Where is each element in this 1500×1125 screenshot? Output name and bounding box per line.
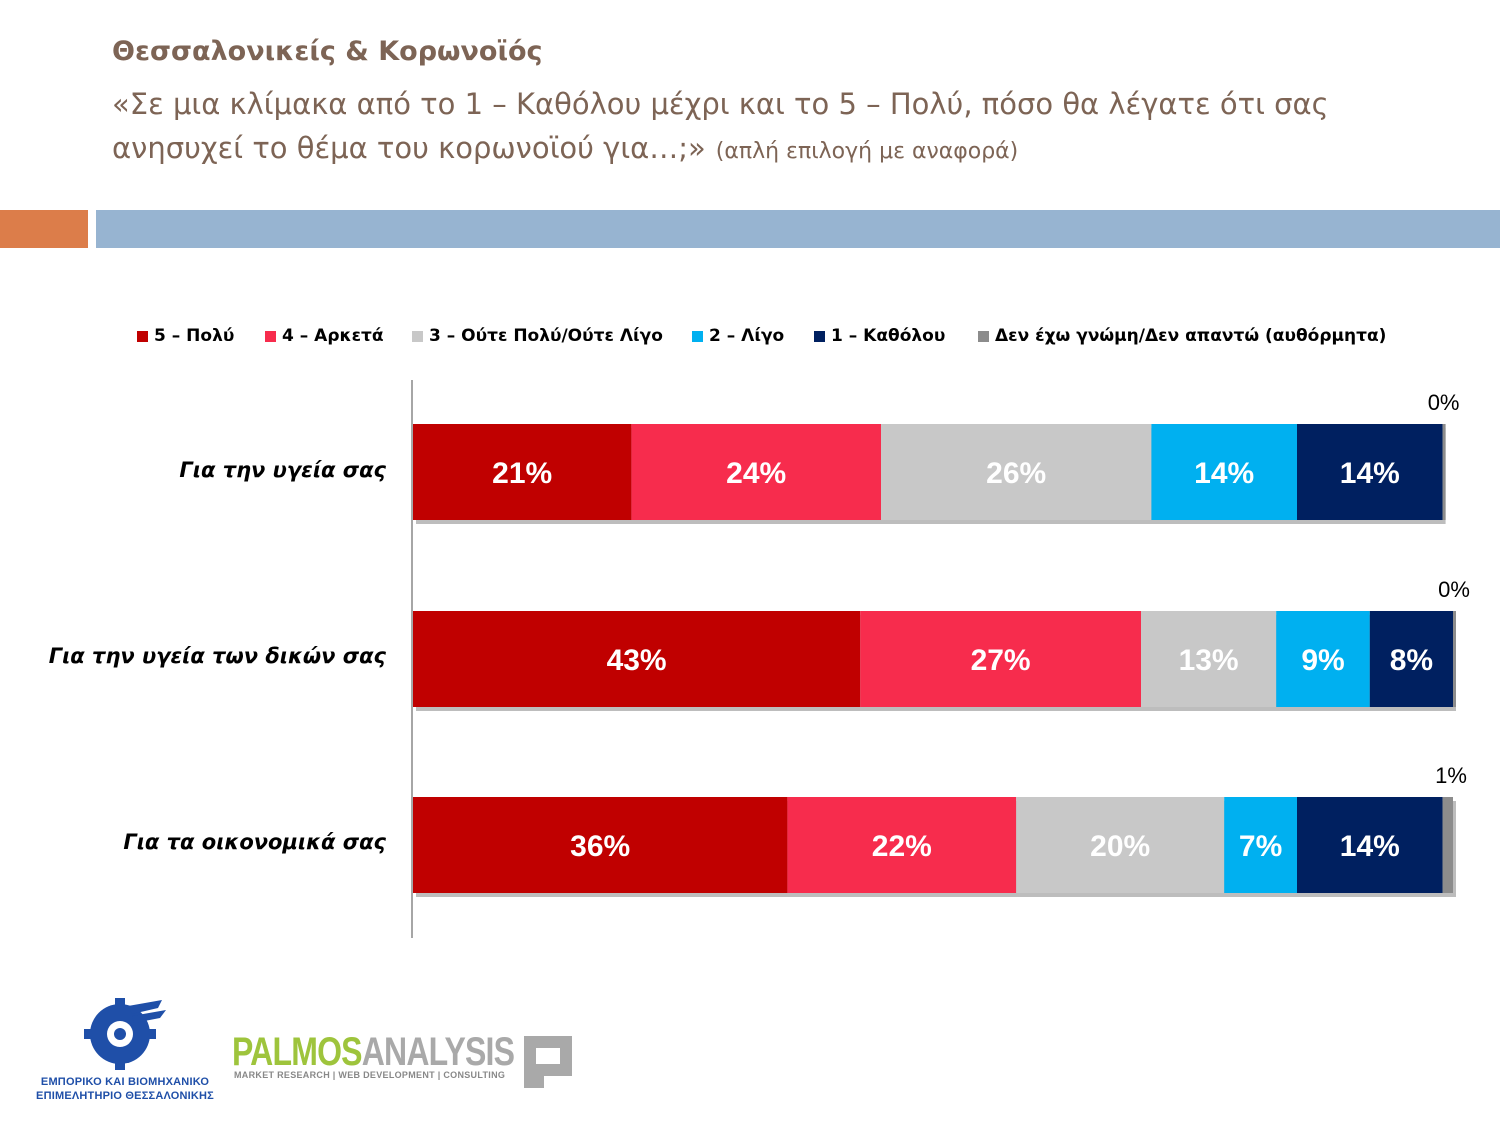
bar-segment (1297, 424, 1443, 520)
chamber-name-line1: ΕΜΠΟΡΙΚΟ ΚΑΙ ΒΙΟΜΗΧΑΝΙΚΟ (40, 1076, 210, 1088)
bar-segment (1297, 797, 1443, 893)
legend-label: 2 – Λίγο (709, 326, 785, 346)
bar-segment (1224, 797, 1297, 893)
legend-swatch (265, 330, 276, 342)
bar-segment (1276, 611, 1370, 707)
palmos-tagline: MARKET RESEARCH | WEB DEVELOPMENT | CONS… (234, 1070, 506, 1080)
data-label: 14% (1340, 830, 1400, 863)
bar-segment (1453, 611, 1456, 707)
legend-item-3: 3 – Ούτε Πολύ/Ούτε Λίγο (412, 326, 663, 346)
bar-segment (881, 424, 1152, 520)
legend-item-dk: Δεν έχω γνώμη/Δεν απαντώ (αυθόρμητα) (978, 326, 1386, 346)
palmos-word: PALMOS (232, 1030, 363, 1074)
data-label: 0% (1428, 390, 1460, 415)
bar-segment (1016, 797, 1225, 893)
data-label: 24% (726, 457, 786, 490)
legend-swatch (978, 330, 989, 342)
bar-segment (787, 797, 1017, 893)
legend-swatch (814, 330, 825, 342)
legend-swatch (692, 330, 703, 342)
legend-item-2: 2 – Λίγο (692, 326, 784, 346)
bar-segment (1151, 424, 1297, 520)
data-label: 43% (607, 644, 667, 677)
bar-segment (413, 797, 788, 893)
data-label: 8% (1390, 644, 1433, 677)
accent-bar-blue (96, 210, 1500, 248)
legend-label: 1 – Καθόλου (831, 326, 946, 346)
category-label: Για την υγεία σας (179, 458, 386, 482)
legend-swatch (412, 330, 423, 342)
survey-question: «Σε μια κλίμακα από το 1 – Καθόλου μέχρι… (112, 82, 1432, 174)
legend-label: 3 – Ούτε Πολύ/Ούτε Λίγο (429, 326, 663, 346)
legend-label: 4 – Αρκετά (282, 326, 384, 346)
legend-item-5: 5 – Πολύ (137, 326, 234, 346)
data-label: 14% (1194, 457, 1254, 490)
data-label: 36% (570, 830, 630, 863)
legend-label: 5 – Πολύ (154, 326, 235, 346)
page-title: Θεσσαλονικείς & Κορωνοϊός (112, 36, 543, 67)
question-text: «Σε μια κλίμακα από το 1 – Καθόλου μέχρι… (112, 87, 1329, 165)
data-label: 27% (971, 644, 1031, 677)
category-label: Για τα οικονομικά σας (123, 830, 386, 854)
data-label: 20% (1090, 830, 1150, 863)
data-label: 26% (986, 457, 1046, 490)
bar-segment (1442, 424, 1446, 520)
data-label: 9% (1301, 644, 1344, 677)
gear-wing-icon (84, 998, 166, 1070)
palmos-analysis-logo: PALMOSANALYSIS MARKET RESEARCH | WEB DEV… (232, 1030, 582, 1092)
category-label: Για την υγεία των δικών σας (48, 644, 386, 668)
data-label: 13% (1179, 644, 1239, 677)
chart-legend: 5 – Πολύ 4 – Αρκετά 3 – Ούτε Πολύ/Ούτε Λ… (0, 326, 1500, 352)
data-label: 14% (1340, 457, 1400, 490)
legend-label: Δεν έχω γνώμη/Δεν απαντώ (αυθόρμητα) (995, 326, 1387, 346)
bar-segment (1141, 611, 1277, 707)
legend-swatch (137, 330, 148, 342)
chamber-name-line2: ΕΠΙΜΕΛΗΤΗΡΙΟ ΘΕΣΣΑΛΟΝΙΚΗΣ (36, 1090, 214, 1102)
bar-segment (631, 424, 881, 520)
accent-bar-orange (0, 210, 88, 248)
chamber-logo: ΕΜΠΟΡΙΚΟ ΚΑΙ ΒΙΟΜΗΧΑΝΙΚΟ ΕΠΙΜΕΛΗΤΗΡΙΟ ΘΕ… (20, 996, 230, 1106)
legend-item-4: 4 – Αρκετά (265, 326, 384, 346)
data-label: 22% (872, 830, 932, 863)
bar-segment (1369, 611, 1453, 707)
data-label: 1% (1435, 763, 1467, 788)
bar-segment (1442, 797, 1453, 893)
data-label: 0% (1438, 577, 1470, 602)
legend-item-1: 1 – Καθόλου (814, 326, 945, 346)
analysis-word: ANALYSIS (361, 1030, 515, 1074)
data-label: 7% (1239, 830, 1282, 863)
palmos-square-icon (524, 1036, 572, 1088)
data-label: 21% (492, 457, 552, 490)
bar-segment (860, 611, 1141, 707)
bar-segment (413, 424, 632, 520)
palmos-wordmark: PALMOSANALYSIS (232, 1030, 515, 1075)
bar-segment (413, 611, 861, 707)
question-note: (απλή επιλογή με αναφορά) (715, 139, 1019, 164)
